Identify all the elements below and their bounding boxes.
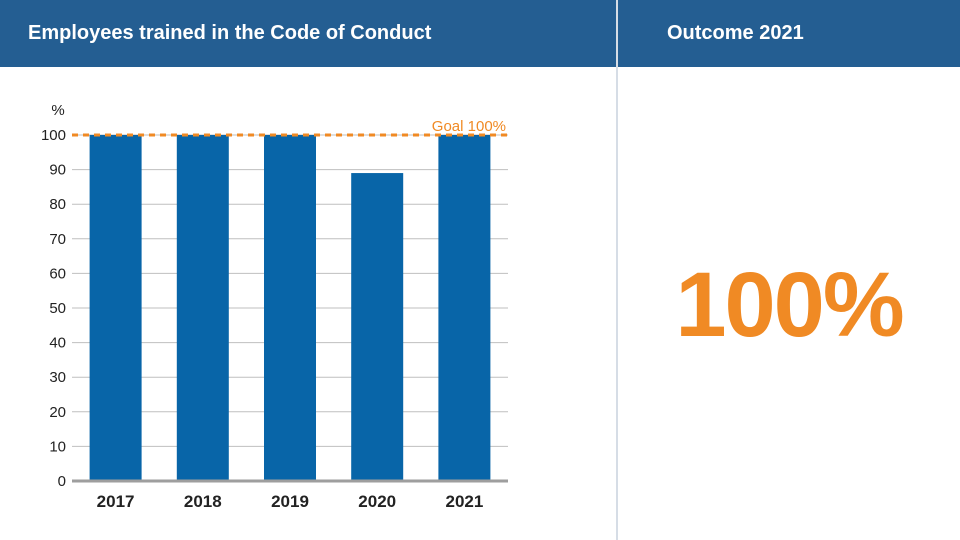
y-tick-label: 10 [49,438,66,455]
header-bar [0,0,960,67]
y-tick-label: 60 [49,265,66,282]
outcome-value: 100% [675,253,904,356]
y-tick-label: 0 [58,473,66,490]
y-tick-label: 40 [49,335,66,352]
bar-2019 [264,135,316,481]
y-tick-label: 70 [49,231,66,248]
bar-2018 [176,135,229,481]
chart-panel-title: Employees trained in the Code of Conduct [28,22,432,44]
outcome-panel-title: Outcome 2021 [667,22,804,44]
y-axis-label: % [51,102,64,119]
y-tick-label: 90 [49,162,66,179]
y-tick-label: 100 [41,127,66,144]
y-tick-label: 80 [49,196,66,213]
bar-2017 [89,135,142,481]
x-tick-label: 2017 [97,492,135,511]
y-tick-label: 30 [49,369,66,386]
x-tick-label: 2021 [445,492,483,511]
x-tick-label: 2018 [184,492,222,511]
y-tick-label: 50 [49,300,66,317]
y-tick-label: 20 [49,404,66,421]
goal-label: Goal 100% [432,118,506,135]
bar-chart: 0 10 20 30 40 50 60 70 80 90 100% 2017 2018 2019 2020 2… [41,102,508,511]
x-tick-label: 2020 [358,492,396,511]
panel-divider [616,0,618,540]
bar-2020 [351,173,404,481]
bar-2021 [438,135,491,481]
x-tick-label: 2019 [271,492,309,511]
